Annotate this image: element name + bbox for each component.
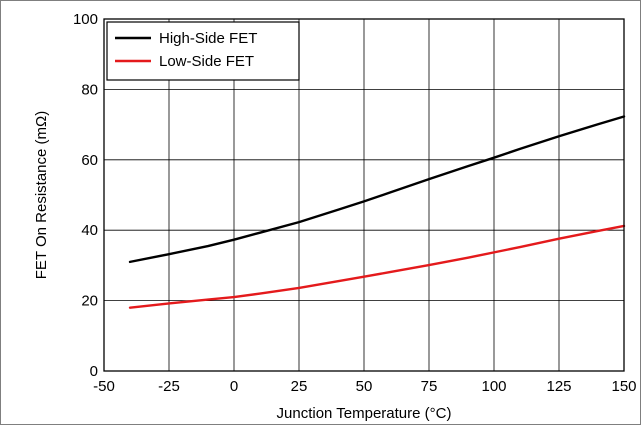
y-tick-label: 0 [90, 363, 98, 380]
series-line-low-side-fet [128, 224, 626, 309]
x-tick-label: 0 [230, 378, 238, 395]
y-axis-label: FET On Resistance (mΩ) [33, 111, 50, 279]
y-tick-label: 100 [73, 11, 98, 28]
x-tick-label: 25 [291, 378, 308, 395]
x-tick-label: 150 [611, 378, 636, 395]
series-lines [128, 115, 626, 309]
series-line-high-side-fet [128, 115, 626, 264]
legend-box [106, 21, 300, 81]
x-axis-label: Junction Temperature (°C) [277, 405, 452, 422]
legend: High-Side FET Low-Side FET [106, 21, 300, 81]
x-tick-label: -25 [158, 378, 180, 395]
x-tick-label: 125 [546, 378, 571, 395]
legend-label: Low-Side FET [159, 53, 254, 70]
x-tick-label: 75 [421, 378, 438, 395]
x-tick-label: -50 [93, 378, 115, 395]
y-tick-label: 40 [81, 222, 98, 239]
x-tick-label: 100 [481, 378, 506, 395]
tick-labels: -50 -25 0 25 50 75 100 125 150 0 20 40 60 80 100 [73, 11, 637, 395]
y-tick-label: 80 [81, 81, 98, 98]
legend-label: High-Side FET [159, 30, 257, 47]
y-tick-label: 60 [81, 152, 98, 169]
plot-area-border [103, 18, 625, 372]
x-tick-label: 50 [356, 378, 373, 395]
y-tick-label: 20 [81, 293, 98, 310]
